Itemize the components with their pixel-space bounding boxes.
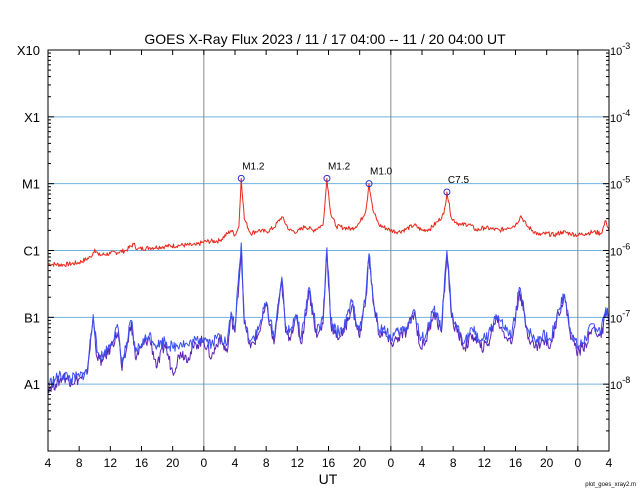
right-power-label: 10-8 (610, 375, 630, 392)
x-tick-label: 20 (166, 456, 180, 470)
x-tick-label: 0 (387, 456, 394, 470)
x-tick-label: 4 (232, 456, 239, 470)
series-line-0 (47, 177, 610, 268)
chart-title: GOES X-Ray Flux 2023 / 11 / 17 04:00 -- … (144, 31, 506, 47)
left-class-label: B1 (24, 310, 40, 325)
series-line-1 (47, 250, 610, 394)
left-class-label: X10 (17, 43, 40, 58)
x-axis-label: UT (319, 471, 338, 487)
x-tick-label: 8 (450, 456, 457, 470)
left-class-label: M1 (22, 177, 40, 192)
flare-marker (365, 180, 373, 188)
x-tick-label: 12 (104, 456, 118, 470)
x-tick-label: 8 (76, 456, 83, 470)
x-tick-label: 20 (353, 456, 367, 470)
flare-label: M1.2 (242, 161, 265, 172)
x-tick-label: 4 (606, 456, 613, 470)
x-tick-label: 12 (291, 456, 305, 470)
x-tick-label: 16 (509, 456, 523, 470)
left-class-label: X1 (24, 110, 40, 125)
flare-marker (237, 174, 245, 182)
flare-label: M1.0 (370, 167, 393, 178)
right-power-label: 10-5 (610, 175, 630, 192)
flare-label: M1.2 (328, 161, 351, 172)
footer-note: plot_goes_xray2.m (585, 482, 636, 488)
x-tick-label: 16 (135, 456, 149, 470)
left-class-label: A1 (24, 377, 40, 392)
series-line-2 (47, 242, 610, 388)
right-power-label: 10-4 (610, 108, 630, 125)
right-power-label: 10-3 (610, 41, 630, 58)
x-tick-label: 0 (574, 456, 581, 470)
x-tick-label: 0 (200, 456, 207, 470)
x-tick-label: 4 (419, 456, 426, 470)
x-tick-label: 4 (45, 456, 52, 470)
right-power-label: 10-7 (610, 308, 630, 325)
right-power-label: 10-6 (610, 242, 630, 259)
x-tick-label: 8 (263, 456, 270, 470)
x-tick-label: 12 (478, 456, 492, 470)
x-tick-label: 16 (322, 456, 336, 470)
flare-label: C7.5 (448, 175, 470, 186)
left-class-label: C1 (23, 244, 40, 259)
flare-marker (443, 188, 451, 196)
x-tick-label: 20 (540, 456, 554, 470)
flare-marker (323, 174, 331, 182)
